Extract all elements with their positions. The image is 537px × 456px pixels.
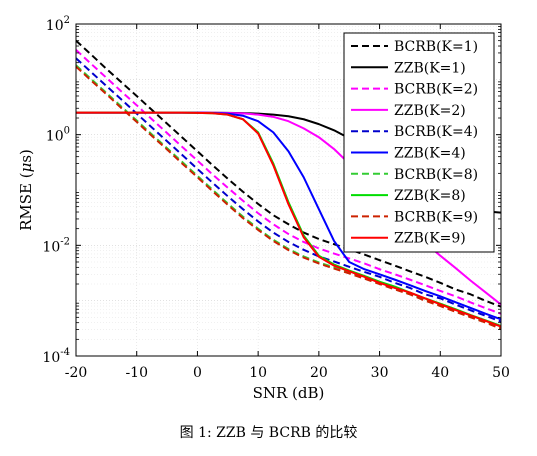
y-tick-base: 10 xyxy=(46,129,64,145)
y-tick-label: 102 xyxy=(46,15,70,34)
y-tick-label: 100 xyxy=(46,126,70,145)
y-tick-exponent: 2 xyxy=(64,15,70,26)
x-tick-label: 30 xyxy=(371,365,389,381)
legend-label: ZZB(K=8) xyxy=(394,188,466,204)
y-tick-base: 10 xyxy=(42,350,60,366)
y-axis-label: RMSE (μs) xyxy=(17,149,35,231)
x-axis-label: SNR (dB) xyxy=(253,384,325,402)
y-tick-base: 10 xyxy=(46,18,64,34)
y-tick-label: 10-2 xyxy=(42,236,70,255)
y-tick-label: 10-4 xyxy=(42,347,70,366)
legend-label: ZZB(K=2) xyxy=(394,103,466,119)
figure-caption: 图 1: ZZB 与 BCRB 的比较 xyxy=(180,425,358,441)
y-tick-base: 10 xyxy=(42,239,60,255)
legend-label: BCRB(K=8) xyxy=(394,167,478,183)
x-tick-label: 40 xyxy=(431,365,449,381)
x-tick-label: 50 xyxy=(492,365,510,381)
x-tick-label: -10 xyxy=(125,365,148,381)
y-tick-exponent: -4 xyxy=(60,347,70,358)
legend-label: ZZB(K=1) xyxy=(394,60,466,76)
legend-label: ZZB(K=4) xyxy=(394,146,466,162)
legend-label: BCRB(K=9) xyxy=(394,209,478,225)
x-tick-label: 0 xyxy=(193,365,202,381)
legend-label: ZZB(K=9) xyxy=(394,231,466,247)
y-tick-exponent: -2 xyxy=(60,236,70,247)
legend-label: BCRB(K=4) xyxy=(394,124,478,140)
x-tick-label: 20 xyxy=(310,365,328,381)
x-tick-label: 10 xyxy=(249,365,267,381)
legend-label: BCRB(K=1) xyxy=(394,39,478,55)
x-tick-label: -20 xyxy=(65,365,88,381)
legend: BCRB(K=1) ZZB(K=1) BCRB(K=2) ZZB(K=2) BCRB(K… xyxy=(344,33,494,252)
y-tick-exponent: 0 xyxy=(64,126,70,137)
legend-label: BCRB(K=2) xyxy=(394,82,478,98)
